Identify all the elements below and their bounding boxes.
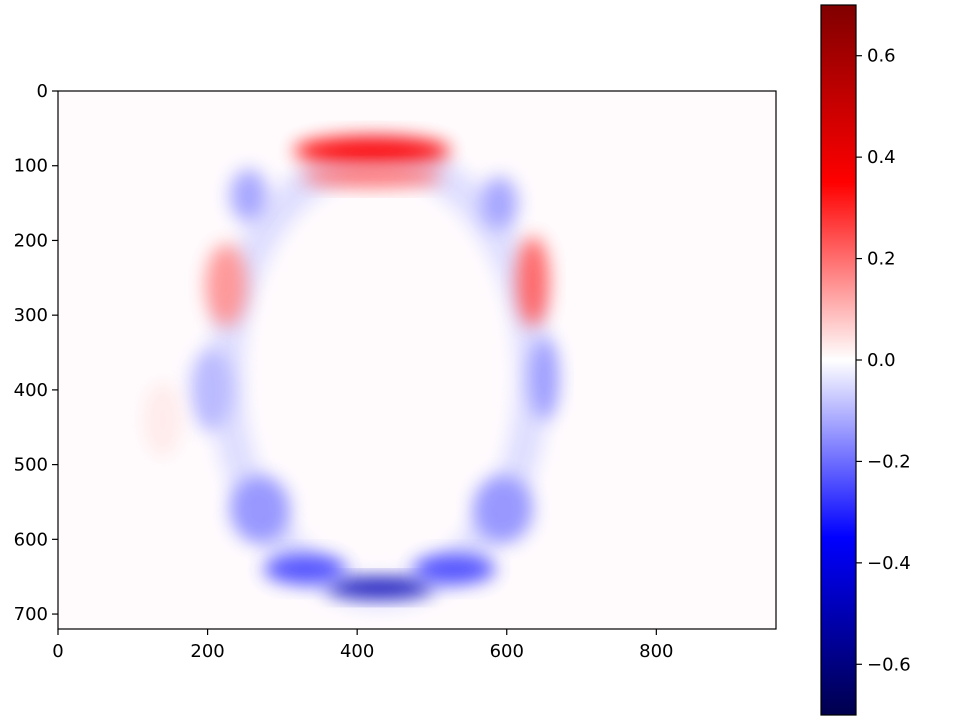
x-tick-label: 0 <box>52 641 63 662</box>
heatmap-field <box>144 135 560 609</box>
field-blob-10 <box>190 348 233 431</box>
field-blob-9 <box>516 236 550 327</box>
x-tick-label: 200 <box>190 641 224 662</box>
field-blob-8 <box>205 244 248 327</box>
y-tick-label: 100 <box>14 156 48 177</box>
field-blob-3 <box>327 578 432 598</box>
colorbar-tick-label: 0.6 <box>867 46 896 67</box>
y-tick-label: 300 <box>14 305 48 326</box>
heatmap-frame <box>57 90 777 630</box>
y-tick-label: 500 <box>14 455 48 476</box>
y-tick-label: 0 <box>37 81 48 102</box>
colorbar-tick-label: −0.6 <box>867 654 911 675</box>
field-blob-4 <box>263 554 346 585</box>
colorbar-tick-label: 0.0 <box>867 350 896 371</box>
field-blob-5 <box>413 554 496 585</box>
field-blob-2 <box>301 166 444 188</box>
colorbar-gradient <box>821 5 856 715</box>
x-axis: 0 200 400 600 800 <box>52 629 674 662</box>
field-blob-13 <box>480 176 518 230</box>
y-tick-label: 400 <box>14 380 48 401</box>
heatmap-axes: 0 200 400 600 800 0 100 200 300 400 500 600 700 <box>14 81 777 662</box>
colorbar-tick-label: 0.4 <box>867 147 896 168</box>
field-blob-14 <box>144 382 182 458</box>
y-tick-label: 600 <box>14 529 48 550</box>
y-axis: 0 100 200 300 400 500 600 700 <box>14 81 58 625</box>
field-blob-12 <box>230 169 268 222</box>
colorbar-tick-label: 0.2 <box>867 249 896 270</box>
colorbar-tick-label: −0.4 <box>867 553 911 574</box>
x-tick-label: 400 <box>340 641 374 662</box>
colorbar-axis: −0.6 −0.4 −0.2 0.0 0.2 0.4 0.6 <box>856 46 911 675</box>
colorbar-tick-label: −0.2 <box>867 451 911 472</box>
y-tick-label: 200 <box>14 230 48 251</box>
field-blob-11 <box>529 337 560 420</box>
x-tick-label: 800 <box>639 641 673 662</box>
field-blob-7 <box>473 475 533 544</box>
colorbar: −0.6 −0.4 −0.2 0.0 0.2 0.4 0.6 <box>820 4 911 716</box>
field-blob-6 <box>230 475 290 544</box>
x-tick-label: 600 <box>490 641 524 662</box>
y-tick-label: 700 <box>14 604 48 625</box>
field-blob-1 <box>293 135 451 166</box>
